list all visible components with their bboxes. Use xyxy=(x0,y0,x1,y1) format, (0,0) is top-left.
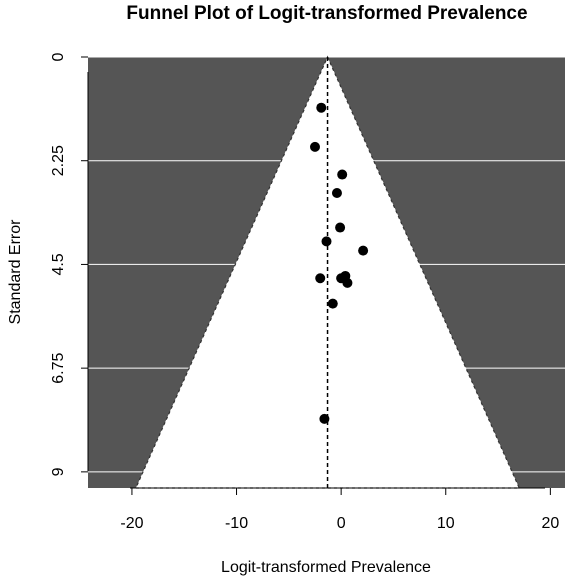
y-tick-label: 2.25 xyxy=(50,145,67,176)
y-tick-label: 4.5 xyxy=(50,253,67,275)
y-axis-label: Standard Error xyxy=(7,219,24,325)
y-tick-label: 0 xyxy=(50,52,67,61)
data-point xyxy=(358,245,369,256)
y-axis-ticks: 0 2.25 4.5 6.75 9 xyxy=(50,52,88,476)
data-point xyxy=(321,236,332,247)
data-point xyxy=(316,102,327,113)
data-point xyxy=(331,187,342,198)
x-tick-label: 20 xyxy=(541,515,559,532)
data-point xyxy=(319,413,330,424)
y-tick-label: 6.75 xyxy=(50,352,67,383)
data-point xyxy=(342,277,353,288)
data-point xyxy=(335,222,346,233)
data-point xyxy=(309,141,320,152)
x-tick-label: -20 xyxy=(120,515,143,532)
data-point xyxy=(315,273,326,284)
data-point xyxy=(337,169,348,180)
x-tick-label: -10 xyxy=(225,515,248,532)
y-tick-label: 9 xyxy=(50,467,67,476)
data-points xyxy=(309,102,369,424)
chart-title: Funnel Plot of Logit-transformed Prevale… xyxy=(126,3,527,24)
x-tick-label: 10 xyxy=(437,515,455,532)
x-axis-ticks: -20 -10 0 10 20 xyxy=(120,488,559,532)
data-point xyxy=(327,298,338,309)
x-tick-label: 0 xyxy=(337,515,346,532)
x-axis-label: Logit-transformed Prevalence xyxy=(221,559,431,576)
funnel-region xyxy=(134,55,521,489)
